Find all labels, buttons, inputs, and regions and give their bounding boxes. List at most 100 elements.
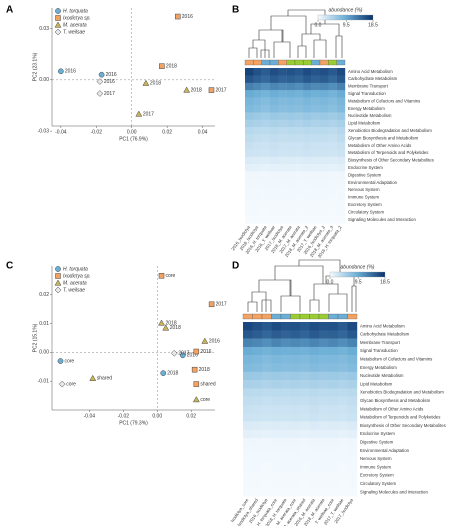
colorbar-tick-label: 0.0 <box>315 22 322 28</box>
heat-cell <box>311 193 321 202</box>
heat-cell <box>300 463 310 472</box>
heat-cell <box>290 346 301 356</box>
heat-cell <box>347 471 358 480</box>
heat-cell <box>245 97 254 106</box>
heat-cell <box>243 388 253 397</box>
heat-cell <box>271 429 282 439</box>
colorbar-tick-label: 0.0 <box>327 279 334 285</box>
heat-cell <box>311 201 321 209</box>
heat-cell <box>336 208 346 217</box>
heat-cell <box>295 149 304 157</box>
heat-cell <box>286 68 296 76</box>
heat-cell <box>290 380 301 389</box>
heat-cell <box>328 388 339 397</box>
heat-cell <box>262 463 272 472</box>
heat-cell <box>286 134 296 143</box>
legend-label: T. weilsae <box>63 287 85 293</box>
heat-cell <box>252 322 263 331</box>
heat-cell <box>328 322 339 331</box>
column-group <box>328 313 339 320</box>
heat-cell <box>270 119 279 128</box>
point-label: 2016 <box>104 79 115 85</box>
heat-cell <box>286 112 296 120</box>
x-tick-label: -0.04 <box>84 413 96 419</box>
heat-cell <box>338 371 348 381</box>
heat-cell <box>270 105 279 113</box>
heat-cell <box>281 479 291 489</box>
row-label: Immune System <box>348 195 379 200</box>
row-label: Metabolism of Other Amino Acids <box>348 143 411 148</box>
heat-cell <box>295 68 304 76</box>
heat-cell <box>253 68 262 76</box>
heat-cell <box>245 186 254 194</box>
heat-cell <box>278 68 287 76</box>
heat-cell <box>311 156 321 165</box>
heat-cell <box>245 193 254 202</box>
heat-cell <box>328 142 337 150</box>
heat-cell <box>338 322 348 331</box>
heat-cell <box>271 380 282 389</box>
point-label: 2018 <box>191 87 202 93</box>
point <box>96 78 104 85</box>
heat-cell <box>338 454 348 464</box>
column-group <box>244 59 254 66</box>
heat-cell <box>281 338 291 348</box>
point-label: 2016 <box>182 14 193 20</box>
heat-cell <box>271 471 282 480</box>
heat-cell <box>262 454 272 464</box>
heat-cell <box>328 446 339 455</box>
heat-cell <box>243 322 253 331</box>
heat-cell <box>253 119 262 128</box>
heat-cell <box>253 82 262 91</box>
heat-cell <box>347 454 358 464</box>
point-label: 2018 <box>166 320 177 326</box>
column-group <box>252 313 263 320</box>
heat-cell <box>320 164 329 172</box>
heat-cell <box>311 119 321 128</box>
heat-cell <box>309 421 320 431</box>
point <box>175 13 181 20</box>
heat-cell <box>252 338 263 348</box>
heat-cell <box>295 186 304 194</box>
heat-cell <box>252 388 263 397</box>
heat-cell <box>319 380 329 389</box>
heat-cell <box>303 90 312 98</box>
heat-cell <box>290 421 301 431</box>
heat-cell <box>262 338 272 348</box>
heat-cell <box>295 90 304 98</box>
heat-cell <box>295 164 304 172</box>
heat-cell <box>347 479 358 489</box>
heat-cell <box>295 127 304 135</box>
heat-cell <box>338 438 348 447</box>
column-group <box>311 59 321 66</box>
heat-cell <box>309 363 320 372</box>
heat-cell <box>270 216 279 224</box>
heat-cell <box>295 75 304 83</box>
y-tick-label: 0.01 <box>39 321 49 327</box>
heat-cell <box>303 119 312 128</box>
heat-cell <box>261 171 271 180</box>
point <box>170 349 178 357</box>
heat-cell <box>319 388 329 397</box>
heat-cell <box>286 90 296 98</box>
point <box>192 396 200 403</box>
heat-cell <box>290 363 301 372</box>
column-group <box>269 59 279 66</box>
colorbar-tick-label: 18.5 <box>380 279 390 285</box>
heat-cell <box>328 363 339 372</box>
heat-cell <box>253 164 262 172</box>
heat-cell <box>328 371 339 381</box>
column-group <box>261 59 271 66</box>
heat-cell <box>319 322 329 331</box>
column-group <box>336 59 346 66</box>
heat-cell <box>271 421 282 431</box>
point-label: 2017 <box>215 87 226 93</box>
colorbar-tick-label: 18.5 <box>368 22 378 28</box>
heat-cell <box>338 388 348 397</box>
heat-cell <box>261 105 271 113</box>
heat-cell <box>338 396 348 406</box>
heat-cell <box>245 75 254 83</box>
point-label: shared <box>200 381 216 387</box>
heat-cell <box>328 75 337 83</box>
heat-cell <box>270 127 279 135</box>
